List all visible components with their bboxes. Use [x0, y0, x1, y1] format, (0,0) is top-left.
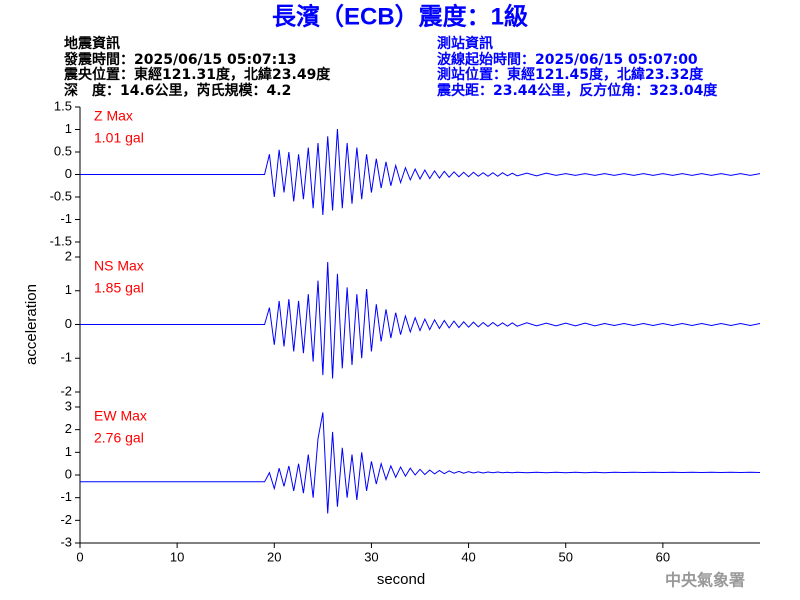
y-tick-label: -2	[60, 383, 72, 398]
x-tick-label: 40	[461, 549, 475, 564]
y-tick-label: -1	[60, 489, 72, 504]
y-tick-label: -3	[60, 534, 72, 549]
waveform	[80, 262, 761, 379]
x-tick-label: 20	[267, 549, 281, 564]
y-axis-label: acceleration	[23, 284, 40, 365]
y-tick-label: -2	[60, 512, 72, 527]
info-left: 地震資訊	[64, 35, 120, 52]
waveform	[80, 129, 761, 216]
y-tick-label: 0	[65, 466, 72, 481]
x-axis-label: second	[377, 571, 425, 588]
y-tick-label: 2	[65, 421, 72, 436]
max-annotation: 1.01 gal	[94, 130, 144, 146]
y-tick-label: 2	[65, 248, 72, 263]
y-tick-label: 0	[65, 166, 72, 181]
waveform	[80, 412, 761, 514]
info-right: 測站資訊	[437, 35, 493, 52]
info-right: 測站位置：東經121.45度，北緯23.32度	[437, 66, 704, 83]
x-tick-label: 30	[364, 549, 378, 564]
max-annotation: NS Max	[94, 258, 144, 274]
x-tick-label: 10	[170, 549, 184, 564]
y-tick-label: -1	[60, 350, 72, 365]
max-annotation: 1.85 gal	[94, 280, 144, 296]
info-right: 波線起始時間：2025/06/15 05:07:00	[437, 51, 698, 68]
y-tick-label: 0	[65, 316, 72, 331]
max-annotation: Z Max	[94, 108, 133, 124]
y-tick-label: -1	[60, 211, 72, 226]
info-left: 震央位置：東經121.31度，北緯23.49度	[63, 66, 331, 83]
max-annotation: 2.76 gal	[94, 430, 144, 446]
y-tick-label: 1.5	[54, 98, 72, 113]
y-tick-label: 3	[65, 398, 72, 413]
x-tick-label: 60	[656, 549, 670, 564]
y-tick-label: 1	[65, 444, 72, 459]
y-tick-label: 1	[65, 282, 72, 297]
x-tick-label: 50	[558, 549, 572, 564]
y-tick-label: 0.5	[54, 143, 72, 158]
y-tick-label: 1	[65, 121, 72, 136]
chart-title: 長濱（ECB）震度：1級	[272, 2, 528, 30]
y-tick-label: -0.5	[50, 188, 72, 203]
x-tick-label: 0	[76, 549, 83, 564]
info-right: 震央距：23.44公里，反方位角：323.04度	[436, 82, 718, 99]
max-annotation: EW Max	[94, 408, 147, 424]
info-left: 深 度：14.6公里，芮氏規模：4.2	[64, 82, 291, 99]
watermark: 中央氣象署	[665, 571, 745, 590]
info-left: 發震時間：2025/06/15 05:07:13	[63, 51, 297, 68]
y-tick-label: -1.5	[50, 233, 72, 248]
